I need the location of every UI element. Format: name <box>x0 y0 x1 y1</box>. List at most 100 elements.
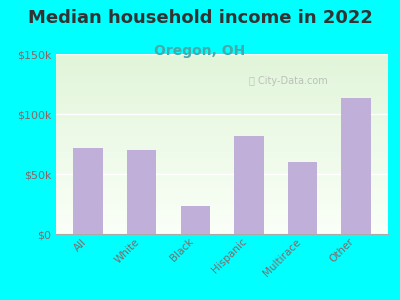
Bar <box>56 173 388 174</box>
Bar <box>56 128 388 129</box>
Bar <box>56 209 388 210</box>
Bar <box>56 183 388 184</box>
Bar <box>56 150 388 151</box>
Bar <box>56 193 388 194</box>
Bar <box>56 64 388 65</box>
Bar <box>56 109 388 110</box>
Bar <box>56 211 388 212</box>
Text: Median household income in 2022: Median household income in 2022 <box>28 9 372 27</box>
Bar <box>56 86 388 87</box>
Bar <box>56 188 388 189</box>
Bar <box>56 56 388 57</box>
Bar <box>56 162 388 163</box>
Bar <box>56 94 388 95</box>
Bar <box>56 107 388 108</box>
Bar <box>288 162 317 234</box>
Bar <box>56 199 388 200</box>
Bar <box>56 224 388 225</box>
Bar <box>56 85 388 86</box>
Bar <box>56 71 388 72</box>
Bar <box>56 91 388 92</box>
Bar <box>56 142 388 143</box>
Bar <box>56 165 388 166</box>
Bar <box>56 202 388 203</box>
Bar <box>56 125 388 126</box>
Bar <box>56 147 388 148</box>
Bar <box>56 108 388 109</box>
Bar <box>56 181 388 182</box>
Bar <box>56 156 388 157</box>
Bar <box>56 155 388 156</box>
Bar <box>56 174 388 175</box>
Bar <box>56 65 388 66</box>
Bar <box>56 177 388 178</box>
Bar <box>56 231 388 232</box>
Bar <box>56 96 388 97</box>
Bar <box>56 229 388 230</box>
Bar <box>56 113 388 114</box>
Bar <box>56 93 388 94</box>
Bar <box>56 148 388 149</box>
Bar <box>56 122 388 123</box>
Bar <box>56 184 388 185</box>
Bar <box>56 202 388 203</box>
Bar <box>56 200 388 201</box>
Bar <box>56 98 388 99</box>
Bar <box>56 106 388 107</box>
Bar <box>56 223 388 224</box>
Bar <box>56 191 388 192</box>
Bar <box>56 197 388 198</box>
Bar <box>56 111 388 112</box>
Bar <box>56 126 388 127</box>
Bar <box>56 73 388 74</box>
Bar <box>56 179 388 180</box>
Bar <box>56 161 388 162</box>
Bar <box>56 78 388 79</box>
Bar <box>56 232 388 233</box>
Bar <box>56 82 388 83</box>
Bar <box>56 190 388 191</box>
Bar <box>56 67 388 68</box>
Bar <box>56 194 388 195</box>
Bar <box>56 180 388 181</box>
Bar <box>56 99 388 100</box>
Bar <box>56 182 388 183</box>
Bar <box>56 129 388 130</box>
Bar <box>56 104 388 105</box>
Bar <box>56 115 388 116</box>
Bar <box>56 203 388 204</box>
Bar <box>56 60 388 61</box>
Bar <box>56 137 388 138</box>
Bar <box>56 220 388 221</box>
Bar <box>56 207 388 208</box>
Bar <box>56 72 388 73</box>
Bar <box>56 208 388 209</box>
Bar <box>56 97 388 98</box>
Bar <box>56 219 388 220</box>
Bar <box>56 131 388 132</box>
Bar <box>56 139 388 140</box>
Bar <box>56 213 388 214</box>
Bar <box>56 195 388 196</box>
Bar <box>56 112 388 113</box>
Bar <box>56 169 388 170</box>
Bar <box>56 192 388 193</box>
Bar <box>56 178 388 179</box>
Bar <box>56 63 388 64</box>
Bar <box>56 145 388 146</box>
Bar <box>56 154 388 155</box>
Bar <box>56 176 388 177</box>
Bar <box>56 62 388 63</box>
Bar <box>56 57 388 58</box>
Bar <box>341 98 370 234</box>
Bar <box>56 153 388 154</box>
Bar <box>56 210 388 211</box>
Bar <box>56 189 388 190</box>
Bar <box>56 140 388 141</box>
Bar <box>56 87 388 88</box>
Bar <box>56 218 388 219</box>
Bar <box>74 148 103 234</box>
Bar <box>56 136 388 137</box>
Bar <box>56 217 388 218</box>
Text: Oregon, OH: Oregon, OH <box>154 44 246 58</box>
